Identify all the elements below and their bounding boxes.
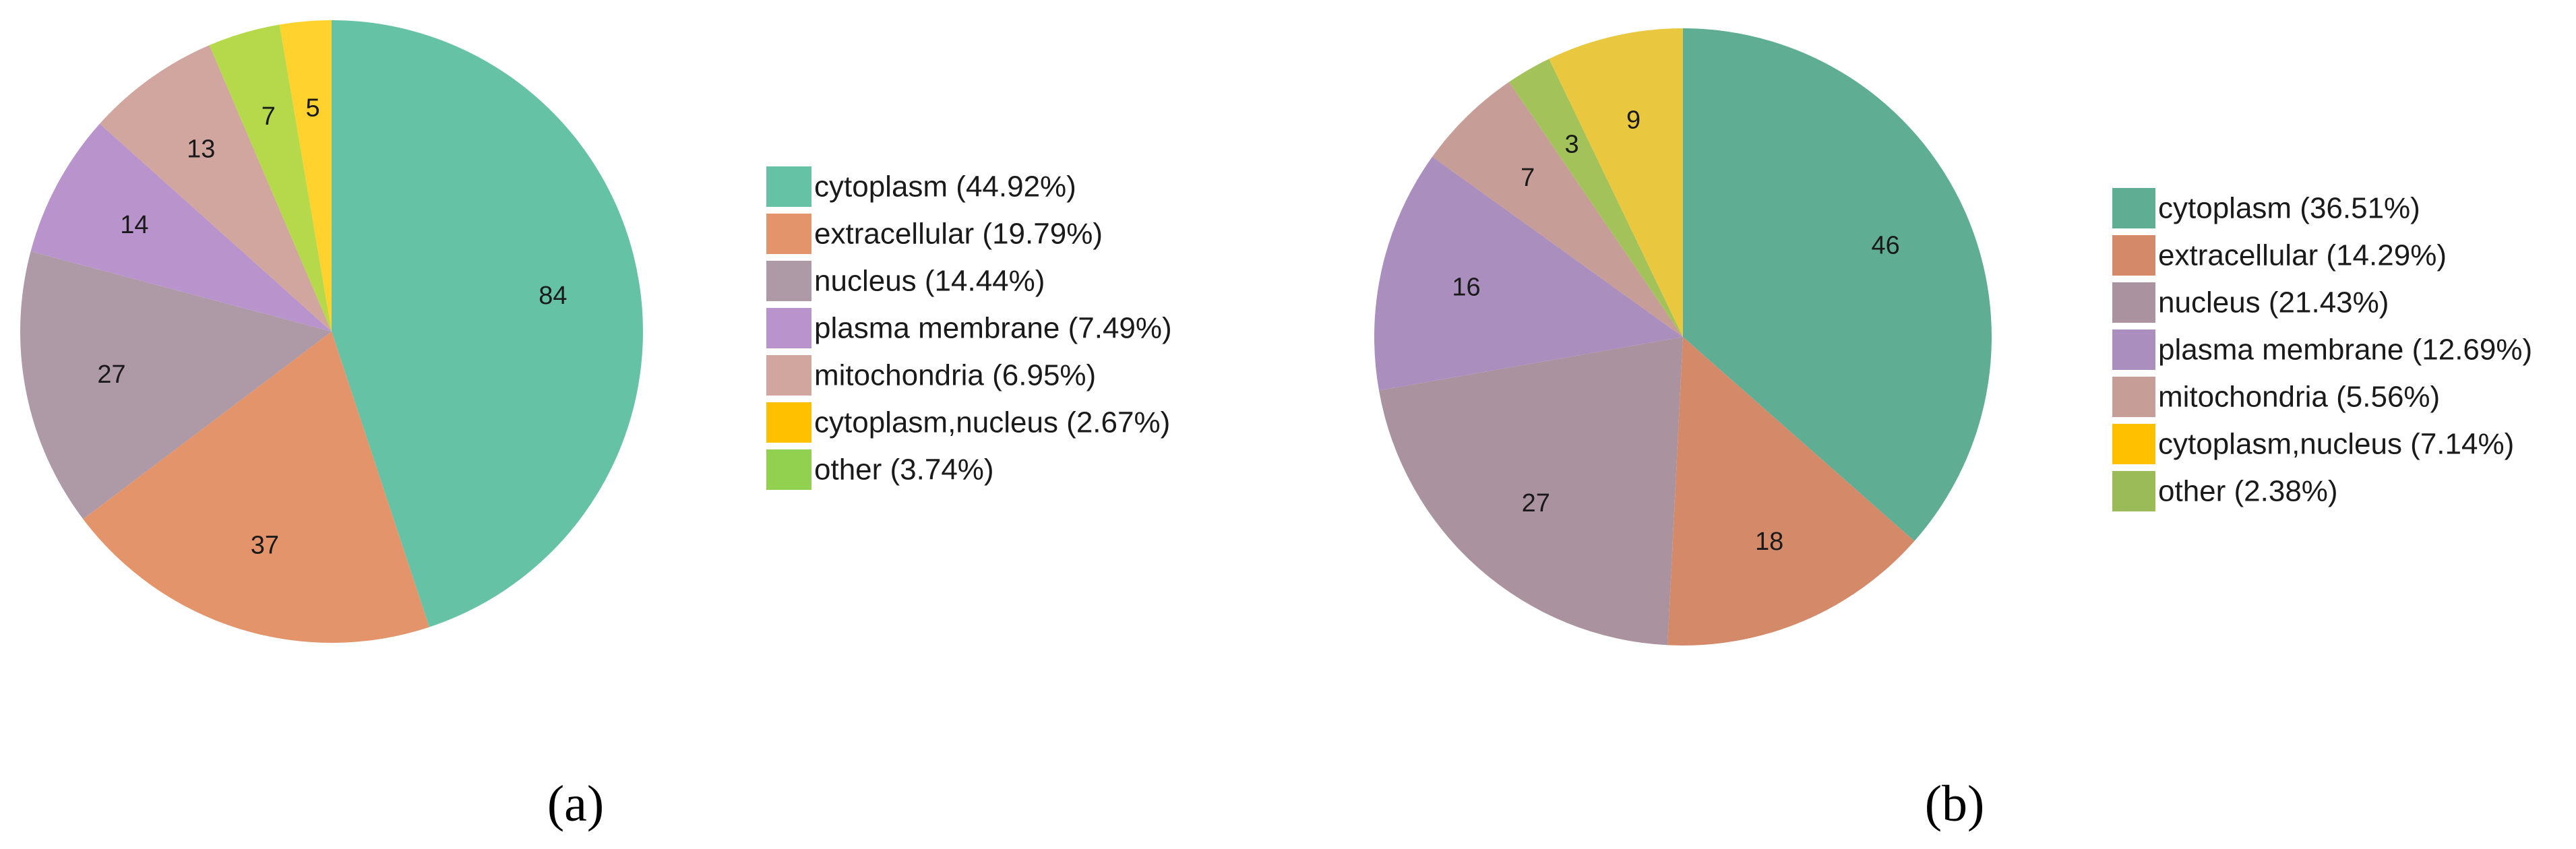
pie-slice-cytoplasm-nucleus [1549, 28, 1683, 337]
slice-value-label: 16 [1452, 274, 1480, 302]
pie-slice-cytoplasm [332, 20, 643, 627]
legend-label-other: other (2.38%) [2158, 475, 2338, 508]
slice-value-label: 5 [306, 94, 320, 123]
legend-swatch-nucleus [2112, 282, 2155, 323]
legend-swatch-plasma-membrane [2112, 329, 2155, 370]
legend-label-mitochondria: mitochondria (6.95%) [814, 359, 1096, 392]
legend-label-mitochondria: mitochondria (5.56%) [2158, 381, 2440, 414]
pie-chart-a: 84 37 27 14 13 7 5 cytoplasm (44.92%) extracellu… [20, 20, 1172, 832]
legend-label-nucleus: nucleus (14.44%) [814, 265, 1045, 298]
legend-label-cytoplasm-nucleus: cytoplasm,nucleus (2.67%) [814, 406, 1170, 439]
legend-label-cytoplasm: cytoplasm (36.51%) [2158, 192, 2420, 225]
slice-value-label: 37 [251, 532, 279, 560]
pie-slice-mitochondria [1432, 82, 1683, 337]
panel-label: (a) [547, 776, 604, 832]
legend-swatch-cytoplasm-nucleus [766, 402, 811, 443]
slice-value-label: 3 [1565, 130, 1579, 158]
legend-label-nucleus: nucleus (21.43%) [2158, 286, 2389, 319]
pie-slice-extracellular [1667, 337, 1915, 646]
pie-slice-extracellular [83, 332, 429, 643]
legend-label-extracellular: extracellular (14.29%) [2158, 239, 2447, 272]
pie-slice-other [209, 24, 332, 332]
pie-slice-plasma-membrane [30, 123, 332, 332]
legend-label-plasma-membrane: plasma membrane (7.49%) [814, 312, 1172, 345]
slice-value-label: 7 [1521, 164, 1535, 192]
pie-slice-cytoplasm-nucleus [279, 20, 332, 332]
slice-value-label: 46 [1871, 231, 1899, 259]
pie-slice-plasma-membrane [1374, 156, 1683, 391]
pie-slice-cytoplasm [1683, 28, 1992, 542]
legend-swatch-mitochondria [766, 355, 811, 396]
legend-label-extracellular: extracellular (19.79%) [814, 218, 1103, 251]
pie-slice-other [1508, 59, 1683, 337]
slice-value-label: 27 [97, 360, 125, 389]
slice-value-label: 13 [187, 135, 215, 164]
pie-chart-b: 46 18 27 16 7 3 9 cytoplasm (36.51%) extracellul… [1374, 28, 2532, 832]
pie-slice-nucleus [20, 251, 332, 520]
slice-value-label: 9 [1626, 106, 1640, 135]
legend-label-cytoplasm: cytoplasm (44.92%) [814, 170, 1076, 203]
legend-swatch-cytoplasm-nucleus [2112, 424, 2155, 464]
legend-label-cytoplasm-nucleus: cytoplasm,nucleus (7.14%) [2158, 428, 2514, 461]
pie-slice-mitochondria [99, 45, 332, 332]
panel-label: (b) [1925, 776, 1985, 832]
slice-value-label: 14 [120, 211, 148, 239]
legend-swatch-mitochondria [2112, 377, 2155, 417]
legend-swatch-cytoplasm [2112, 188, 2155, 228]
legend-label-plasma-membrane: plasma membrane (12.69%) [2158, 334, 2532, 367]
legend-swatch-cytoplasm [766, 166, 811, 207]
legend-swatch-nucleus [766, 261, 811, 301]
legend-swatch-plasma-membrane [766, 308, 811, 348]
legend-label-other: other (3.74%) [814, 453, 994, 486]
pie-slice-nucleus [1378, 337, 1683, 646]
legend-swatch-other [766, 449, 811, 490]
slice-value-label: 84 [539, 282, 567, 310]
slice-value-label: 18 [1755, 528, 1783, 556]
legend-swatch-other [2112, 471, 2155, 511]
legend-swatch-extracellular [2112, 235, 2155, 276]
slice-value-label: 7 [262, 102, 276, 131]
legend-swatch-extracellular [766, 214, 811, 254]
slice-value-label: 27 [1522, 489, 1550, 517]
